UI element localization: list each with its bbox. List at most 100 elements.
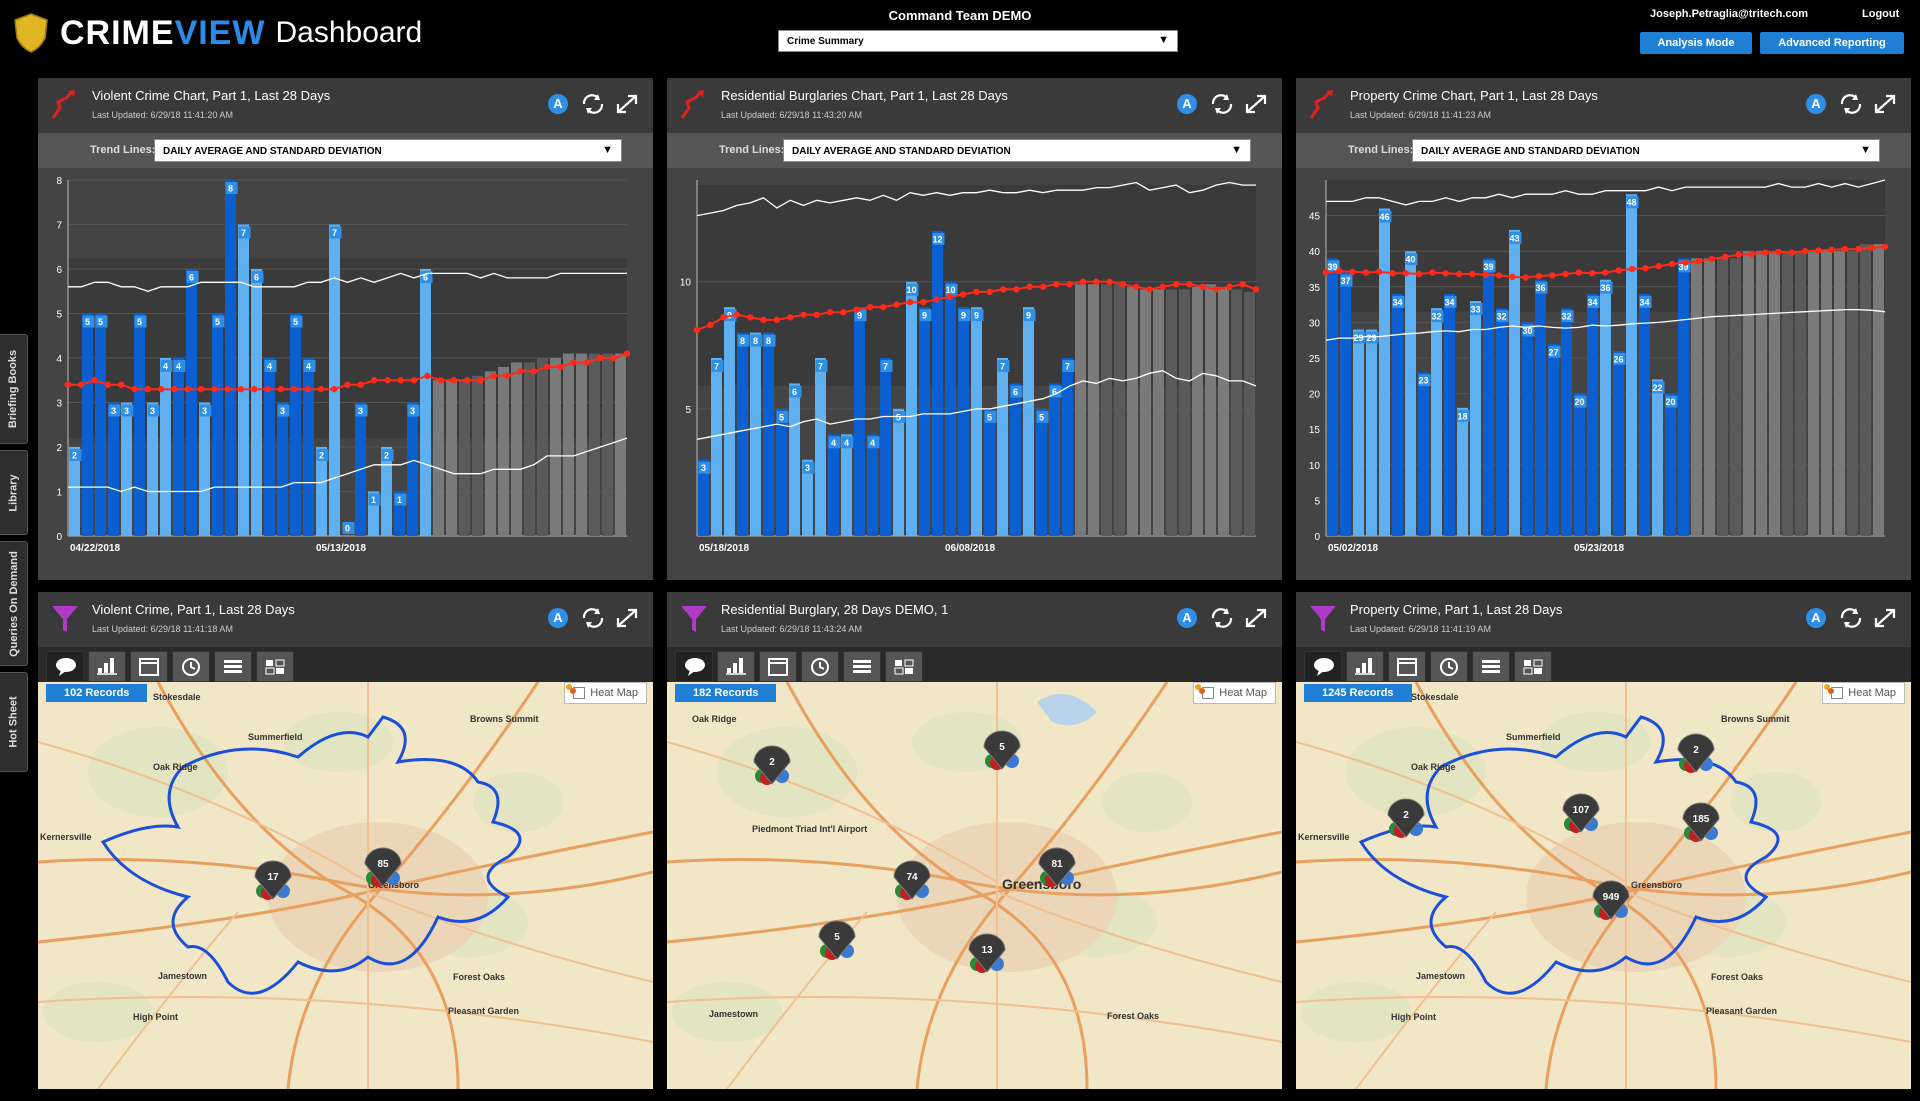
- crime-cluster-marker[interactable]: 5: [983, 730, 1021, 770]
- crime-bar[interactable]: [251, 269, 262, 536]
- sidebar-tab-briefing-books[interactable]: Briefing Books: [0, 334, 28, 444]
- crime-bar[interactable]: [1483, 258, 1494, 536]
- crime-bar[interactable]: [945, 281, 956, 536]
- crime-bar[interactable]: [1509, 229, 1520, 536]
- crime-bar[interactable]: [1062, 358, 1073, 536]
- crime-bar[interactable]: [1444, 293, 1455, 536]
- crime-cluster-marker[interactable]: 185: [1682, 802, 1720, 842]
- crime-bar[interactable]: [997, 358, 1008, 536]
- tab-clock[interactable]: [172, 651, 210, 682]
- crime-map[interactable]: Stokesdale Browns Summit Summerfield Oak Ri…: [38, 682, 653, 1089]
- heat-map-toggle[interactable]: Heat Map: [1822, 682, 1905, 704]
- crime-bar[interactable]: [316, 447, 327, 536]
- crime-bar[interactable]: [802, 459, 813, 536]
- crime-cluster-marker[interactable]: 81: [1038, 847, 1076, 887]
- crime-bar[interactable]: [1327, 258, 1338, 536]
- crime-bar[interactable]: [394, 491, 405, 537]
- logout-link[interactable]: Logout: [1862, 8, 1900, 20]
- crime-bar[interactable]: [238, 224, 249, 537]
- trend-lines-select[interactable]: DAILY AVERAGE AND STANDARD DEVIATION ▼: [154, 139, 622, 162]
- crime-bar[interactable]: [173, 358, 184, 536]
- tab-grid[interactable]: [1514, 651, 1552, 682]
- heat-map-toggle[interactable]: Heat Map: [1193, 682, 1276, 704]
- tab-calendar[interactable]: [1388, 651, 1426, 682]
- crime-bar[interactable]: [1036, 408, 1047, 536]
- crime-map[interactable]: Stokesdale Browns Summit Summerfield Oak Ri…: [1296, 682, 1911, 1089]
- crime-bar[interactable]: [1457, 407, 1468, 536]
- crime-bar[interactable]: [264, 358, 275, 536]
- sidebar-tab-hot-sheet[interactable]: Hot Sheet: [0, 672, 28, 772]
- crime-cluster-marker[interactable]: 2: [753, 745, 791, 785]
- crime-bar[interactable]: [776, 408, 787, 536]
- tab-calendar[interactable]: [759, 651, 797, 682]
- refresh-icon[interactable]: [1209, 92, 1235, 116]
- crime-bar[interactable]: [160, 358, 171, 536]
- crime-bar[interactable]: [368, 491, 379, 537]
- crime-bar[interactable]: [984, 408, 995, 536]
- expand-icon[interactable]: [614, 92, 640, 116]
- crime-bar[interactable]: [303, 358, 314, 536]
- crime-bar[interactable]: [1574, 393, 1585, 536]
- crime-bar[interactable]: [1418, 372, 1429, 536]
- tab-bar-chart[interactable]: [88, 651, 126, 682]
- tab-bar-chart[interactable]: [717, 651, 755, 682]
- crime-bar[interactable]: [1678, 258, 1689, 536]
- crime-bar[interactable]: [1366, 329, 1377, 536]
- crime-bar[interactable]: [1353, 329, 1364, 536]
- trend-lines-select[interactable]: DAILY AVERAGE AND STANDARD DEVIATION ▼: [1412, 139, 1880, 162]
- crime-bar[interactable]: [958, 307, 969, 536]
- tab-grid[interactable]: [256, 651, 294, 682]
- crime-bar[interactable]: [147, 402, 158, 537]
- tab-speech-bubble[interactable]: [675, 651, 713, 682]
- refresh-icon[interactable]: [1209, 606, 1235, 630]
- crime-bar[interactable]: [420, 269, 431, 536]
- crime-bar[interactable]: [880, 358, 891, 536]
- crime-bar[interactable]: [407, 402, 418, 537]
- crime-bar[interactable]: [212, 313, 223, 537]
- crime-bar[interactable]: [277, 402, 288, 537]
- crime-cluster-marker[interactable]: 17: [254, 860, 292, 900]
- crime-cluster-marker[interactable]: 85: [364, 847, 402, 887]
- refresh-icon[interactable]: [1838, 606, 1864, 630]
- crime-bar[interactable]: [1010, 383, 1021, 536]
- crime-bar[interactable]: [750, 332, 761, 536]
- crime-bar[interactable]: [919, 307, 930, 536]
- crime-cluster-marker[interactable]: 13: [968, 933, 1006, 973]
- crime-bar[interactable]: [82, 313, 93, 537]
- crime-bar[interactable]: [1587, 293, 1598, 536]
- crime-bar[interactable]: [932, 230, 943, 536]
- advanced-reporting-button[interactable]: Advanced Reporting: [1760, 32, 1904, 54]
- crime-bar[interactable]: [971, 307, 982, 536]
- tab-bar-chart[interactable]: [1346, 651, 1384, 682]
- tab-grid[interactable]: [885, 651, 923, 682]
- crime-bar[interactable]: [1652, 379, 1663, 536]
- expand-icon[interactable]: [1872, 92, 1898, 116]
- crime-bar[interactable]: [225, 180, 236, 536]
- crime-bar[interactable]: [134, 313, 145, 537]
- analysis-mode-button[interactable]: Analysis Mode: [1640, 32, 1752, 54]
- tab-calendar[interactable]: [130, 651, 168, 682]
- tab-table[interactable]: [214, 651, 252, 682]
- crime-bar[interactable]: [1522, 322, 1533, 536]
- tab-speech-bubble[interactable]: [1304, 651, 1342, 682]
- expand-icon[interactable]: [1243, 92, 1269, 116]
- tab-clock[interactable]: [1430, 651, 1468, 682]
- tab-speech-bubble[interactable]: [46, 651, 84, 682]
- expand-icon[interactable]: [1872, 606, 1898, 630]
- crime-bar[interactable]: [1340, 272, 1351, 536]
- crime-bar[interactable]: [1496, 308, 1507, 536]
- crime-bar[interactable]: [828, 434, 839, 536]
- refresh-icon[interactable]: [580, 606, 606, 630]
- tab-table[interactable]: [843, 651, 881, 682]
- crime-summary-select[interactable]: Crime Summary ▼: [778, 30, 1178, 52]
- tab-clock[interactable]: [801, 651, 839, 682]
- crime-bar[interactable]: [854, 307, 865, 536]
- crime-bar[interactable]: [906, 281, 917, 536]
- crime-bar[interactable]: [1049, 383, 1060, 536]
- crime-bar[interactable]: [711, 358, 722, 536]
- crime-bar[interactable]: [95, 313, 106, 537]
- sidebar-tab-queries-on-demand[interactable]: Queries On Demand: [0, 541, 28, 666]
- refresh-icon[interactable]: [580, 92, 606, 116]
- crime-bar[interactable]: [867, 434, 878, 536]
- crime-bar[interactable]: [1639, 293, 1650, 536]
